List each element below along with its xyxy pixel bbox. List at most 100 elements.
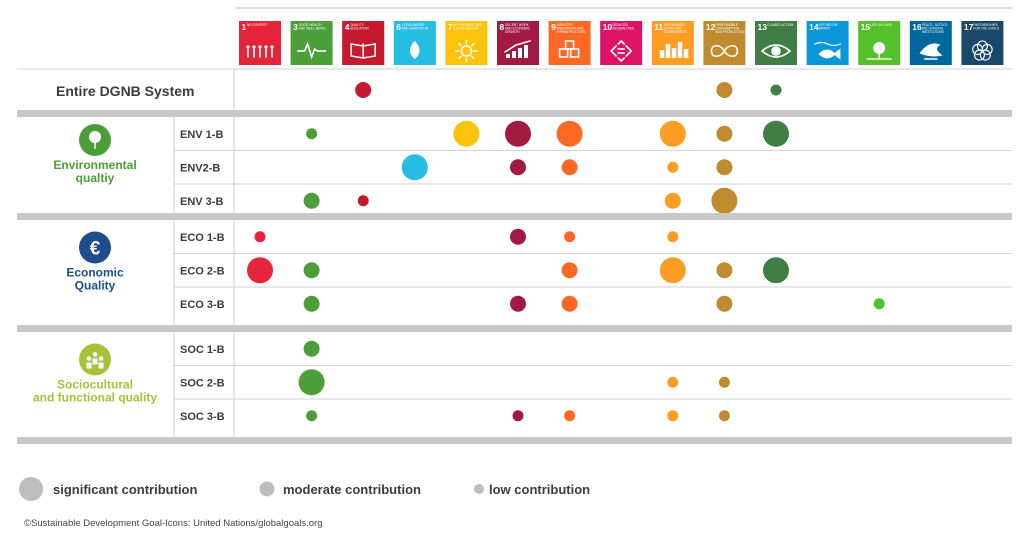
- ring: [973, 49, 986, 61]
- contribution-dot: [556, 120, 583, 147]
- sdg-tile-1: 1 NO POVERTY: [239, 21, 281, 65]
- criterion-label: SOC 1-B: [180, 344, 225, 356]
- sun-icon: [455, 39, 478, 63]
- legend-low-circle: [474, 484, 484, 494]
- criterion-label: ECO 3-B: [180, 299, 225, 311]
- fish-body: [818, 48, 841, 60]
- contribution-dot: [298, 369, 325, 396]
- sdg-tile-title: CLEAN ENERGY: [453, 27, 479, 31]
- group-divider-band: [17, 110, 1012, 117]
- group-name: and functional quality: [33, 391, 157, 405]
- contribution-dot: [510, 228, 526, 245]
- criterion-label: SOC 2-B: [180, 377, 225, 389]
- sdg-tile-number: 9: [551, 22, 556, 32]
- sdg-tile-number: 10: [603, 22, 613, 32]
- sdg-tile-title: PEACE, JUSTICE: [922, 23, 948, 27]
- building: [665, 44, 671, 58]
- contribution-dot: [716, 159, 733, 176]
- group-divider-band: [17, 325, 1012, 332]
- sdg-tile-bg: [548, 21, 591, 65]
- criterion-label: ENV 1-B: [180, 129, 223, 141]
- sdg-tile-title: GROWTH: [505, 30, 520, 34]
- group-icon-circle: [79, 231, 111, 264]
- sdg-tile-title: AFFORDABLE AND: [453, 23, 482, 27]
- contribution-dot: [716, 125, 733, 142]
- contribution-dot: [718, 376, 730, 388]
- contribution-dot: [667, 376, 679, 388]
- sun-ray: [458, 42, 462, 47]
- sdg-tile-number: 14: [809, 22, 819, 32]
- sdg-tile-number: 13: [758, 22, 768, 32]
- entire-system-label: Entire DGNB System: [56, 83, 194, 99]
- sdg-tile-number: 16: [912, 22, 922, 32]
- group-name: Sociocultural: [57, 378, 133, 392]
- group-name: Quality: [75, 279, 116, 293]
- eye-pupil: [771, 46, 781, 56]
- contribution-dot: [306, 128, 318, 140]
- criterion-label: ENV 3-B: [180, 196, 223, 208]
- sdg-tile-number: 8: [500, 22, 505, 32]
- contribution-dot: [401, 154, 428, 181]
- contribution-dot: [667, 161, 679, 173]
- eye-outline: [760, 44, 792, 58]
- contribution-dot: [667, 410, 679, 422]
- sdg-tile-bg: [909, 21, 952, 65]
- infinity-icon: [710, 44, 739, 58]
- contribution-dot: [561, 262, 578, 279]
- sdg-tile-title: REDUCED: [612, 23, 628, 27]
- person-head: [252, 45, 256, 49]
- copyright-credit: ©Sustainable Development Goal-Icons: Uni…: [24, 518, 323, 529]
- buildings-icon: [659, 42, 689, 58]
- family-icon: [246, 45, 274, 58]
- sdg-tile-title: RESPONSIBLE: [715, 23, 738, 27]
- bar: [518, 48, 522, 58]
- trend-arrow: [504, 40, 531, 53]
- sdg-tile-title: FOR THE GOALS: [973, 27, 999, 31]
- tree-crown: [873, 42, 886, 54]
- contribution-dot: [564, 410, 576, 422]
- contribution-dot: [763, 257, 789, 284]
- fish-icon: [814, 41, 842, 60]
- sdg-tile-number: 11: [654, 22, 663, 32]
- sdg-tile-number: 7: [448, 22, 453, 32]
- cube: [564, 40, 575, 50]
- sdg-tile-title: EDUCATION: [350, 27, 369, 31]
- sdg-tile-title: COMMUNITIES: [664, 30, 687, 34]
- sdg-tile-title: LIFE ON LAND: [870, 23, 892, 27]
- eye-icon: [760, 44, 792, 58]
- sdg-tile-title: SUSTAINABLE: [664, 23, 686, 27]
- criterion-label: ECO 1-B: [180, 232, 225, 244]
- contribution-dot: [718, 410, 730, 422]
- euro-icon: €: [90, 239, 101, 260]
- sun-ray: [470, 42, 475, 47]
- contribution-dot: [770, 84, 782, 96]
- sdg-tile-13: 13 CLIMATE ACTION: [755, 21, 797, 65]
- sdg-tile-title: WATER: [819, 27, 831, 31]
- sdg-tile-bg: [600, 21, 643, 65]
- contribution-dot: [561, 159, 578, 176]
- group-name: Economic: [66, 266, 124, 280]
- sdg-tile-number: 4: [345, 22, 350, 32]
- person-head: [92, 352, 98, 357]
- contribution-dot: [303, 295, 320, 312]
- euro-symbol: €: [90, 239, 101, 260]
- sdg-tile-title: INSTITUTIONS: [922, 30, 944, 34]
- building: [659, 50, 665, 58]
- group-name: Environmental: [53, 158, 136, 172]
- sdg-tile-title: AND PRODUCTION: [715, 30, 745, 34]
- legend-moderate-label: moderate contribution: [283, 482, 421, 497]
- sdg-tile-number: 6: [396, 22, 401, 32]
- sdg-tile-title: AND SANITATION: [402, 27, 429, 31]
- sdg-tile-number: 17: [964, 22, 974, 32]
- sdg-tile-number: 1: [242, 22, 247, 32]
- person-head: [246, 45, 250, 49]
- bar: [524, 45, 528, 58]
- cube: [558, 48, 569, 58]
- equal-arrows-icon: [610, 40, 632, 62]
- arrows: [610, 40, 632, 62]
